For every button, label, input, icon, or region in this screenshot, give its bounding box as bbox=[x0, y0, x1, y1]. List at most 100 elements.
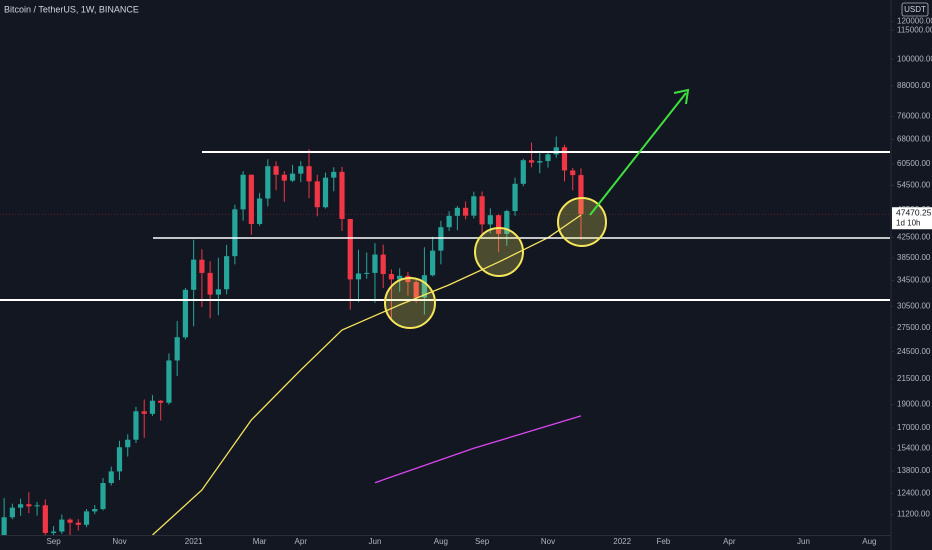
candle-body bbox=[199, 259, 205, 273]
candle-body bbox=[42, 505, 48, 533]
candle-body bbox=[298, 166, 304, 174]
candle-body bbox=[191, 259, 197, 290]
y-tick-label: 38500.00 bbox=[897, 253, 931, 262]
y-tick-label: 13800.00 bbox=[897, 466, 931, 475]
candle-body bbox=[141, 411, 147, 414]
candle-body bbox=[553, 147, 559, 155]
y-tick-label: 21500.00 bbox=[897, 374, 931, 383]
arrow-head bbox=[673, 88, 690, 105]
x-tick-label: Mar bbox=[253, 537, 267, 546]
candle-body bbox=[314, 181, 320, 208]
countdown-label: 1d 10h bbox=[896, 218, 920, 227]
candle-body bbox=[59, 519, 65, 532]
candle-body bbox=[331, 171, 337, 178]
candle-body bbox=[166, 360, 172, 403]
x-tick-label: Aug bbox=[434, 537, 448, 546]
candle-body bbox=[495, 215, 502, 234]
y-tick-label: 76000.00 bbox=[897, 111, 931, 120]
x-tick-label: Nov bbox=[541, 537, 555, 546]
x-tick-label: Aug bbox=[862, 537, 876, 546]
y-tick-label: 60500.00 bbox=[897, 159, 931, 168]
candle-body bbox=[438, 227, 444, 251]
y-tick-label: 24500.00 bbox=[897, 347, 931, 356]
candle-body bbox=[430, 250, 436, 276]
indicator-line bbox=[374, 415, 582, 484]
x-tick-label: Jun bbox=[797, 537, 810, 546]
candle-body bbox=[1, 517, 7, 535]
candle-body bbox=[471, 196, 477, 216]
candle-body bbox=[413, 282, 419, 298]
arrow bbox=[589, 92, 687, 216]
y-tick-label: 12400.00 bbox=[897, 488, 931, 497]
candle-body bbox=[561, 147, 568, 171]
plot-area bbox=[0, 136, 890, 535]
x-tick-label: Sep bbox=[475, 537, 490, 546]
symbol-title: Bitcoin / TetherUS, 1W, BINANCE bbox=[4, 4, 139, 14]
x-tick-label: 2021 bbox=[185, 537, 203, 546]
candle-body bbox=[149, 400, 156, 414]
x-tick-label: Feb bbox=[656, 537, 670, 546]
candle-body bbox=[520, 160, 526, 184]
x-tick-label: Apr bbox=[723, 537, 736, 546]
drawings bbox=[0, 88, 890, 329]
y-tick-label: 115000.00 bbox=[897, 25, 932, 34]
candle-body bbox=[347, 218, 353, 280]
candle-body bbox=[388, 274, 395, 280]
candle-body bbox=[339, 171, 345, 219]
candle-body bbox=[281, 174, 287, 181]
candle-body bbox=[256, 198, 263, 224]
candle-body bbox=[289, 173, 296, 181]
candle-body bbox=[174, 337, 180, 361]
x-tick-label: Apr bbox=[295, 537, 308, 546]
candle-body bbox=[545, 154, 551, 162]
candle-body bbox=[306, 166, 312, 182]
candle-body bbox=[537, 161, 543, 163]
candle-body bbox=[108, 471, 114, 484]
x-tick-label: Sep bbox=[46, 537, 61, 546]
y-tick-label: 11200.00 bbox=[897, 510, 930, 519]
highlight-circle bbox=[384, 277, 436, 329]
highlight-circle bbox=[474, 227, 524, 277]
candle-body bbox=[570, 170, 576, 176]
candle-body bbox=[67, 519, 73, 523]
x-tick-label: Nov bbox=[112, 537, 126, 546]
candle-body bbox=[512, 183, 518, 212]
y-tick-label: 120000.00 bbox=[897, 16, 932, 25]
candle-body bbox=[9, 507, 15, 518]
candle-body bbox=[50, 531, 57, 533]
candle-body bbox=[75, 522, 81, 525]
y-tick-label: 42500.00 bbox=[897, 232, 931, 241]
candle-body bbox=[83, 511, 90, 525]
candle-body bbox=[322, 177, 329, 208]
candle-body bbox=[116, 447, 123, 472]
y-tick-label: 68000.00 bbox=[897, 135, 931, 144]
candle-body bbox=[504, 211, 510, 234]
candle-body bbox=[34, 505, 40, 507]
candle-body bbox=[248, 174, 254, 224]
currency-label: USDT bbox=[904, 5, 926, 14]
y-tick-label: 54500.00 bbox=[897, 181, 931, 190]
y-tick-label: 19000.00 bbox=[897, 400, 931, 409]
candle-body bbox=[125, 439, 131, 448]
candle-body bbox=[463, 207, 469, 216]
candle-body bbox=[240, 174, 246, 210]
y-tick-label: 30500.00 bbox=[897, 301, 931, 310]
candle-body bbox=[92, 509, 98, 512]
candle-body bbox=[18, 504, 24, 508]
candle-body bbox=[454, 207, 460, 216]
candle-body bbox=[207, 272, 213, 295]
candle-body bbox=[273, 166, 279, 175]
candle-body bbox=[224, 256, 230, 290]
candle-body bbox=[215, 289, 221, 295]
candle-body bbox=[479, 196, 485, 225]
candle-body bbox=[100, 483, 106, 510]
y-tick-label: 15400.00 bbox=[897, 443, 931, 452]
candle-body bbox=[158, 400, 164, 403]
candle-body bbox=[578, 175, 584, 215]
last-price-label: 47470.25 bbox=[896, 207, 932, 217]
candle-body bbox=[26, 504, 32, 507]
candle-body bbox=[446, 215, 452, 228]
